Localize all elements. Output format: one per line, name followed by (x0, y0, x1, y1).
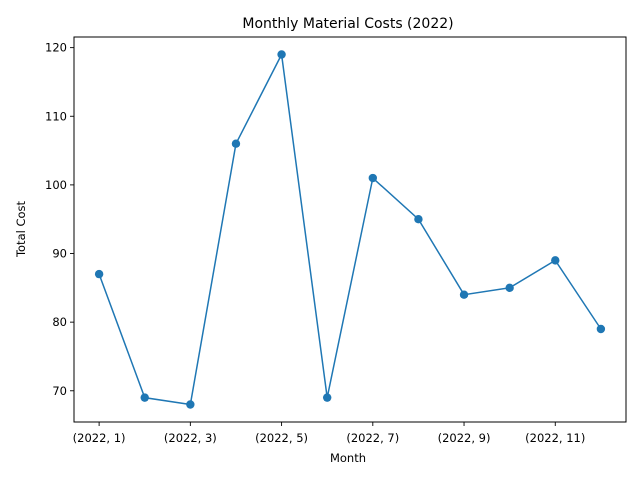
series-line (98, 52, 602, 406)
data-point (231, 139, 241, 148)
plot-area-frame (73, 36, 627, 423)
data-point (505, 283, 514, 293)
y-tick-label: 80 (52, 315, 67, 329)
y-tick-label: 120 (45, 41, 67, 55)
data-point (186, 400, 195, 409)
y-tick-label: 90 (52, 247, 67, 261)
data-point (277, 50, 286, 59)
x-axis-label: Month (330, 451, 366, 465)
data-point (94, 269, 104, 279)
data-point (551, 256, 560, 265)
data-point (368, 173, 378, 183)
chart-title: Monthly Material Costs (2022) (242, 16, 453, 32)
x-tick-label: (2022, 7) (346, 431, 399, 445)
y-tick-label: 100 (45, 178, 67, 192)
data-points (94, 50, 606, 409)
y-tick-label: 70 (52, 384, 67, 398)
x-tick-label: (2022, 9) (438, 431, 491, 445)
x-tick-label: (2022, 5) (255, 431, 308, 445)
data-point (140, 393, 149, 402)
data-point (414, 215, 423, 224)
x-axis: (2022, 1) (2022, 3) (2022, 5) (2022, 7) (202… (73, 422, 585, 445)
y-axis: 70 80 90 100 110 120 (45, 41, 74, 398)
data-point (322, 393, 332, 402)
x-tick-label: (2022, 11) (525, 431, 585, 445)
y-tick-label: 110 (45, 109, 67, 123)
x-tick-label: (2022, 1) (73, 431, 126, 445)
data-point (459, 290, 469, 299)
y-axis-label: Total Cost (14, 200, 28, 258)
data-point (596, 324, 606, 334)
x-tick-label: (2022, 3) (164, 431, 217, 445)
